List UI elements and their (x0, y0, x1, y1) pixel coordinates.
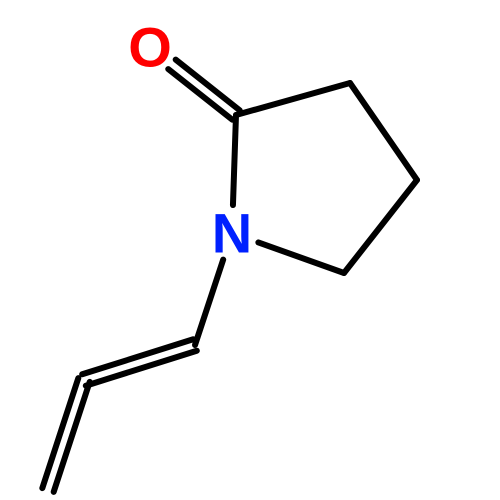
bond (195, 260, 223, 345)
bond (258, 242, 344, 273)
bond (233, 115, 236, 205)
bond (344, 180, 417, 273)
molecule-diagram: ON (0, 0, 500, 500)
atom-label-o: O (128, 16, 172, 79)
bond (236, 83, 350, 115)
atom-label-n: N (212, 202, 252, 265)
bond (350, 83, 417, 180)
